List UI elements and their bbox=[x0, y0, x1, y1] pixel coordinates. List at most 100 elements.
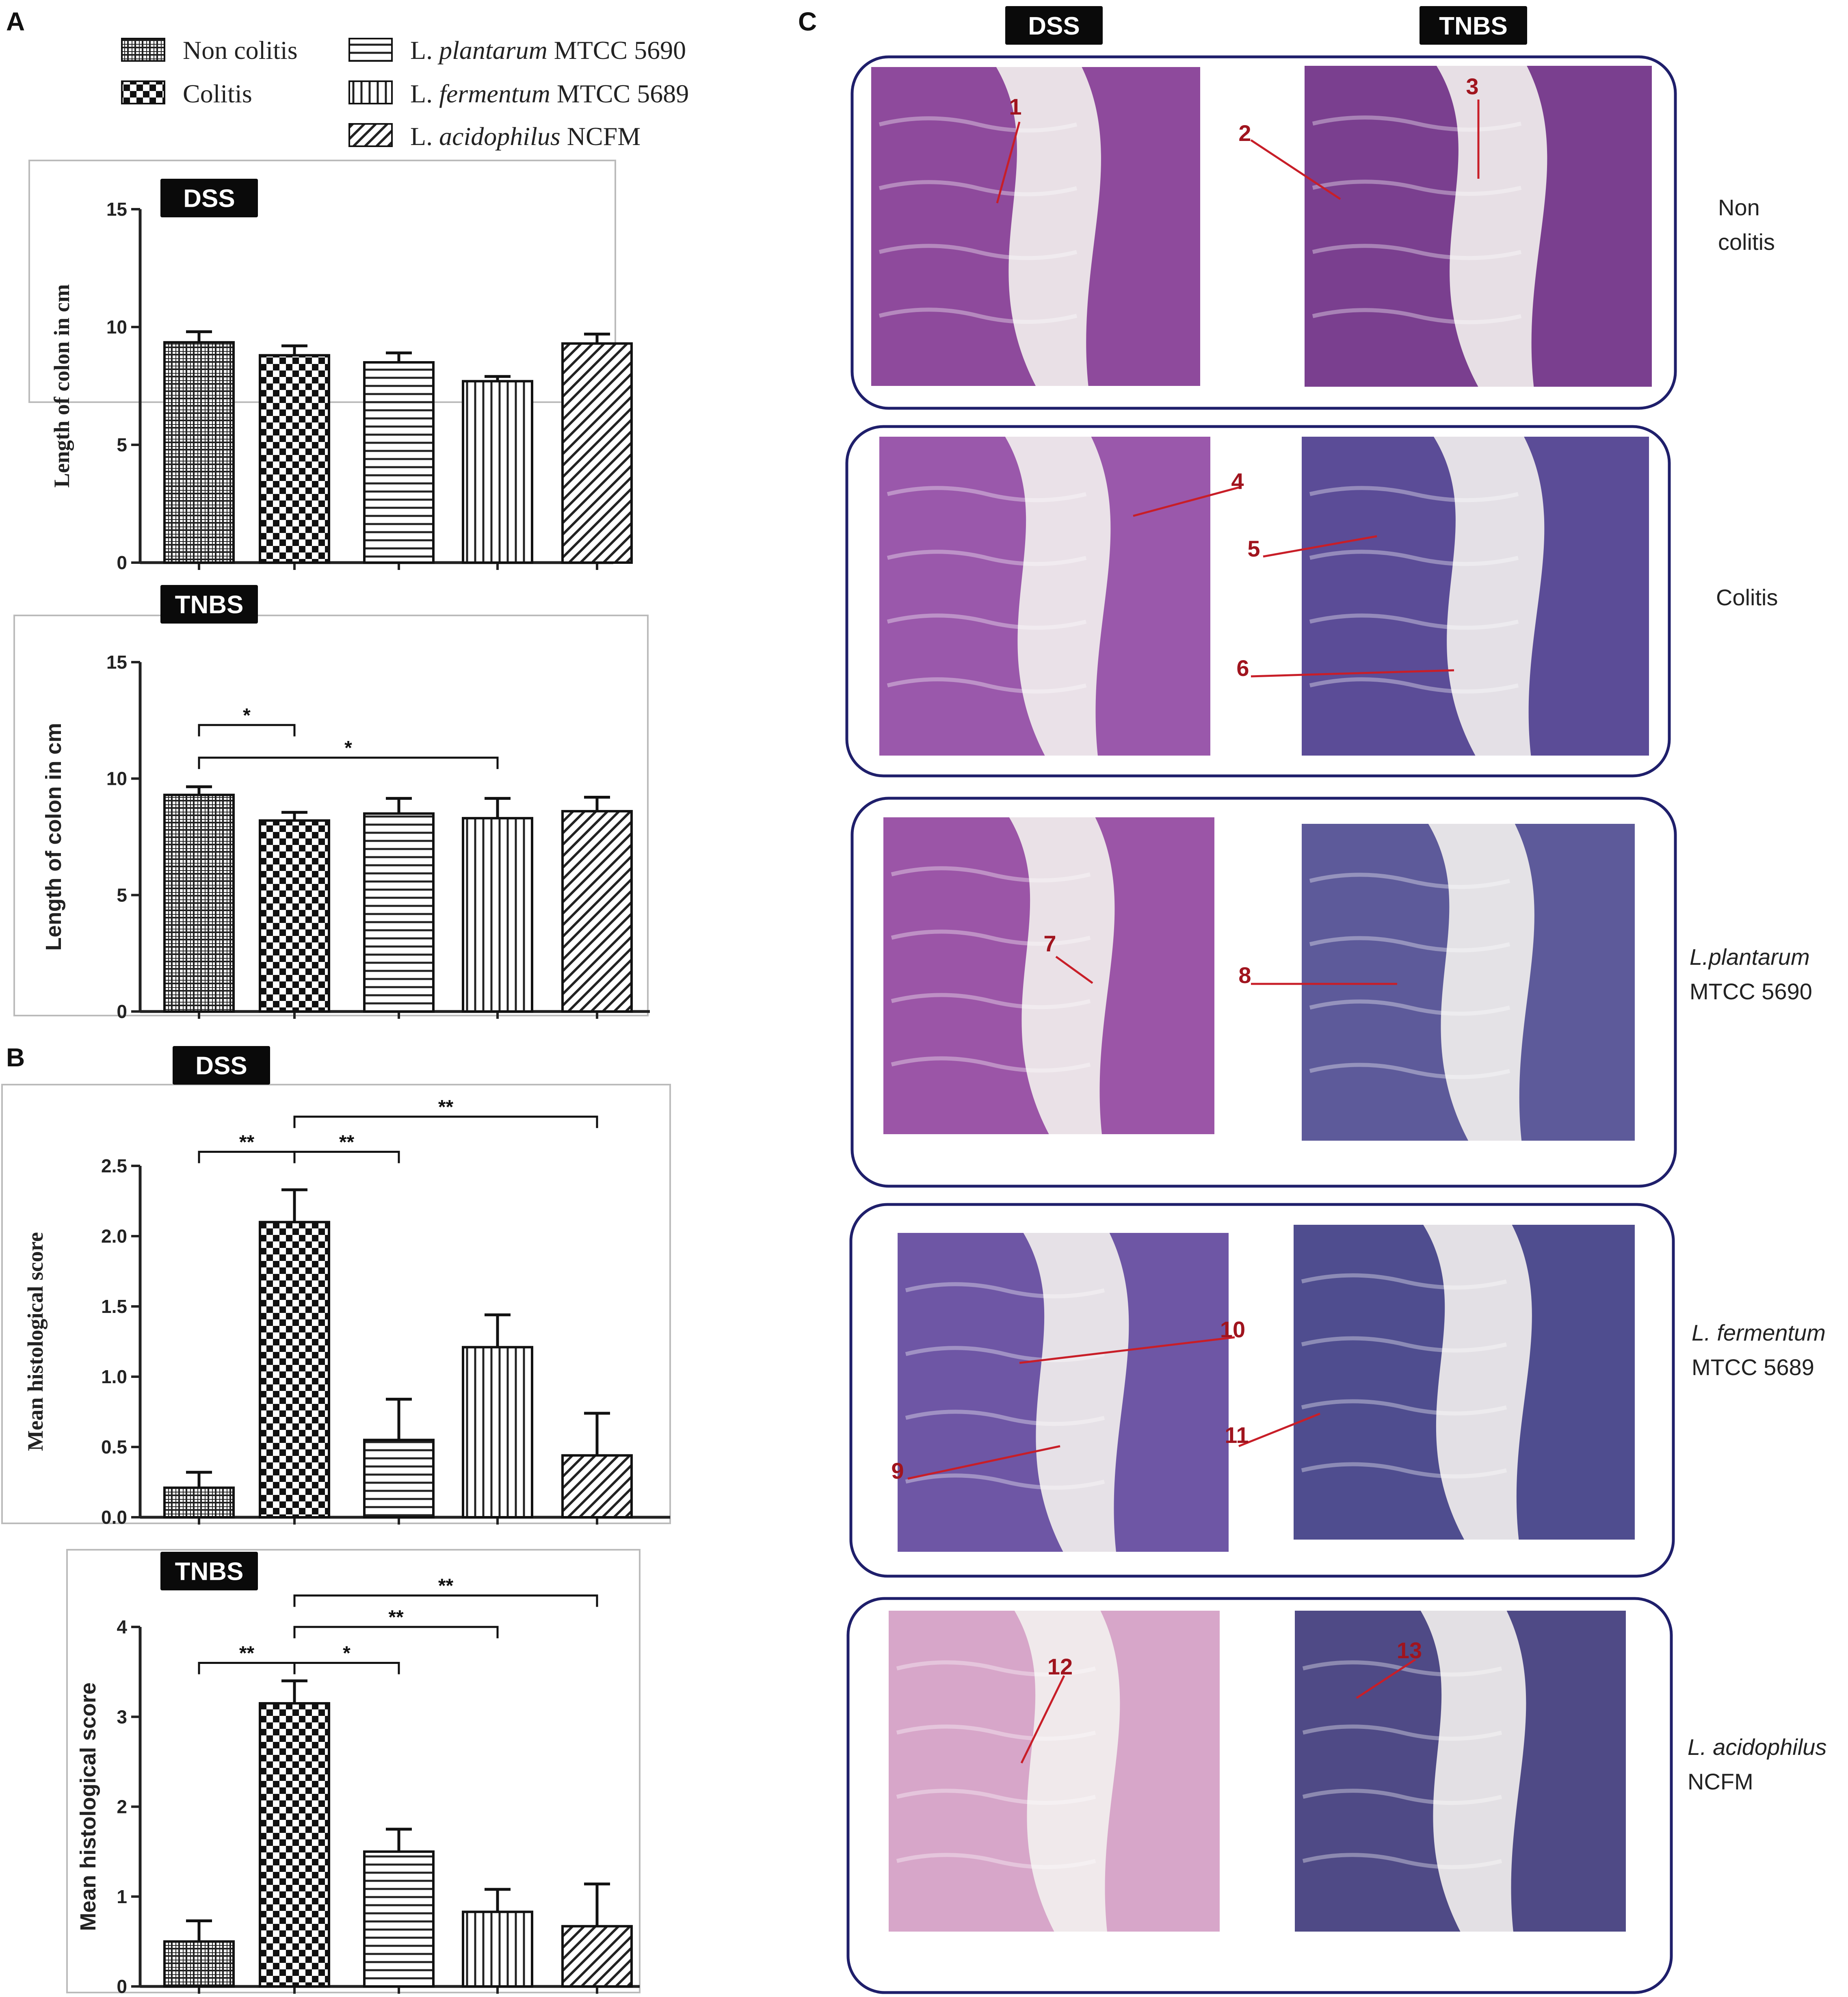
micrograph bbox=[871, 67, 1200, 386]
micrograph-crypts bbox=[1309, 677, 1519, 694]
significance-label: ** bbox=[438, 1096, 454, 1118]
y-tick-label: 1 bbox=[117, 1886, 127, 1907]
micrograph bbox=[889, 1611, 1220, 1932]
badge-label: DSS bbox=[183, 185, 235, 213]
micrograph-crypts bbox=[1309, 1063, 1510, 1079]
bar bbox=[462, 1910, 533, 1988]
annotation-arrow bbox=[1250, 139, 1341, 200]
error-bar bbox=[584, 1882, 610, 1926]
error-bar bbox=[386, 797, 412, 814]
legend-label: L. acidophilus NCFM bbox=[410, 122, 641, 151]
y-tick-label: 15 bbox=[106, 199, 127, 220]
row-label: NCFM bbox=[1688, 1769, 1753, 1794]
micrograph-crypts bbox=[891, 929, 1091, 946]
chart-frame bbox=[13, 615, 649, 1016]
micrograph-crypts bbox=[905, 1346, 1105, 1362]
y-axis-label: Length of colon in cm bbox=[50, 284, 74, 487]
legend-label: Non colitis bbox=[183, 36, 298, 65]
y-tick-label: 0 bbox=[117, 1001, 127, 1022]
micrograph bbox=[879, 437, 1210, 756]
significance-label: * bbox=[343, 1643, 351, 1664]
legend-swatch bbox=[121, 38, 165, 62]
y-tick-label: 1.0 bbox=[101, 1366, 127, 1387]
bar bbox=[163, 341, 235, 564]
significance-label: ** bbox=[239, 1131, 255, 1153]
annotation-arrow bbox=[1055, 955, 1093, 984]
badge-background bbox=[160, 585, 258, 624]
micrograph-crypts bbox=[896, 1660, 1096, 1677]
error-bar bbox=[186, 1919, 212, 1942]
badge-label: TNBS bbox=[175, 591, 244, 619]
significance-label: * bbox=[344, 737, 352, 759]
significance-label: ** bbox=[239, 1643, 255, 1664]
micrograph-crypts bbox=[887, 677, 1087, 694]
bar bbox=[561, 810, 633, 1013]
significance-label: ** bbox=[438, 1575, 454, 1597]
micrograph-crypts bbox=[1309, 999, 1510, 1016]
micrograph-lumen bbox=[996, 67, 1101, 386]
bar bbox=[363, 1438, 435, 1518]
row-label: colitis bbox=[1718, 229, 1775, 255]
annotation-number: 8 bbox=[1238, 962, 1251, 988]
annotation-number: 10 bbox=[1220, 1317, 1245, 1342]
significance-bracket bbox=[198, 724, 296, 736]
micrograph-crypts bbox=[1312, 180, 1522, 196]
y-tick-label: 2.0 bbox=[101, 1226, 127, 1247]
badge-background bbox=[1420, 6, 1527, 45]
histology-row: 4 5 6 Colitis bbox=[845, 425, 1778, 778]
significance-bracket bbox=[293, 1594, 598, 1607]
histology-row: 12 13 L. acidophilus NCFM bbox=[846, 1597, 1826, 1994]
y-tick-label: 3 bbox=[117, 1706, 127, 1727]
micrograph-crypts bbox=[1302, 1853, 1502, 1869]
micrograph-crypts bbox=[905, 1410, 1105, 1426]
legend-label: Colitis bbox=[183, 79, 252, 108]
chart-badge: DSS bbox=[160, 179, 258, 217]
significance-bracket bbox=[293, 1626, 499, 1638]
annotation-number: 13 bbox=[1397, 1637, 1422, 1663]
micrograph-crypts bbox=[1309, 550, 1519, 566]
micrograph-lumen bbox=[1420, 1611, 1526, 1932]
chart-badge: TNBS bbox=[160, 1552, 258, 1590]
y-axis-label: Length of colon in cm bbox=[41, 723, 66, 951]
micrograph bbox=[1294, 1225, 1635, 1540]
micrograph-crypts bbox=[887, 550, 1087, 566]
annotation-number: 11 bbox=[1225, 1422, 1249, 1448]
micrograph-crypts bbox=[1302, 1724, 1502, 1741]
row-label: MTCC 5689 bbox=[1692, 1354, 1814, 1380]
micrograph-crypts bbox=[1309, 936, 1510, 953]
micrograph-crypts bbox=[879, 116, 1078, 133]
significance-label: ** bbox=[388, 1607, 404, 1628]
row-label: L. fermentum bbox=[1692, 1320, 1826, 1345]
y-tick-label: 4 bbox=[117, 1616, 127, 1637]
significance-label: * bbox=[243, 705, 251, 726]
micrograph-crypts bbox=[1301, 1336, 1507, 1353]
error-bar bbox=[186, 1471, 212, 1488]
y-tick-label: 1.5 bbox=[101, 1296, 127, 1317]
error-bar bbox=[281, 811, 307, 821]
panel-letter-c: C bbox=[798, 7, 817, 36]
chart-frame bbox=[1, 1084, 671, 1524]
annotation-number: 1 bbox=[1009, 94, 1021, 119]
micrograph bbox=[883, 817, 1214, 1134]
bar bbox=[163, 1486, 235, 1519]
micrograph-crypts bbox=[1309, 613, 1519, 630]
bar bbox=[259, 1221, 330, 1518]
chart-frame bbox=[66, 1549, 641, 1993]
significance-bracket bbox=[293, 1150, 400, 1163]
micrograph-crypts bbox=[1312, 244, 1522, 260]
y-tick-label: 2 bbox=[117, 1796, 127, 1817]
legend-swatch bbox=[121, 80, 165, 104]
micrograph-crypts bbox=[1301, 1462, 1507, 1479]
row-frame bbox=[850, 797, 1677, 1188]
micrograph-crypts bbox=[887, 486, 1087, 502]
micrograph-lumen bbox=[1005, 437, 1111, 756]
error-bar bbox=[584, 1412, 610, 1456]
annotation-arrow bbox=[907, 1445, 1060, 1480]
annotation-arrow bbox=[1356, 1658, 1416, 1699]
micrograph-lumen bbox=[1428, 824, 1534, 1141]
histology-row: 7 8 L.plantarum MTCC 5690 bbox=[850, 797, 1812, 1188]
error-bar bbox=[584, 332, 610, 344]
legend-label: L. plantarum MTCC 5690 bbox=[410, 36, 686, 65]
micrograph-crypts bbox=[896, 1724, 1096, 1741]
